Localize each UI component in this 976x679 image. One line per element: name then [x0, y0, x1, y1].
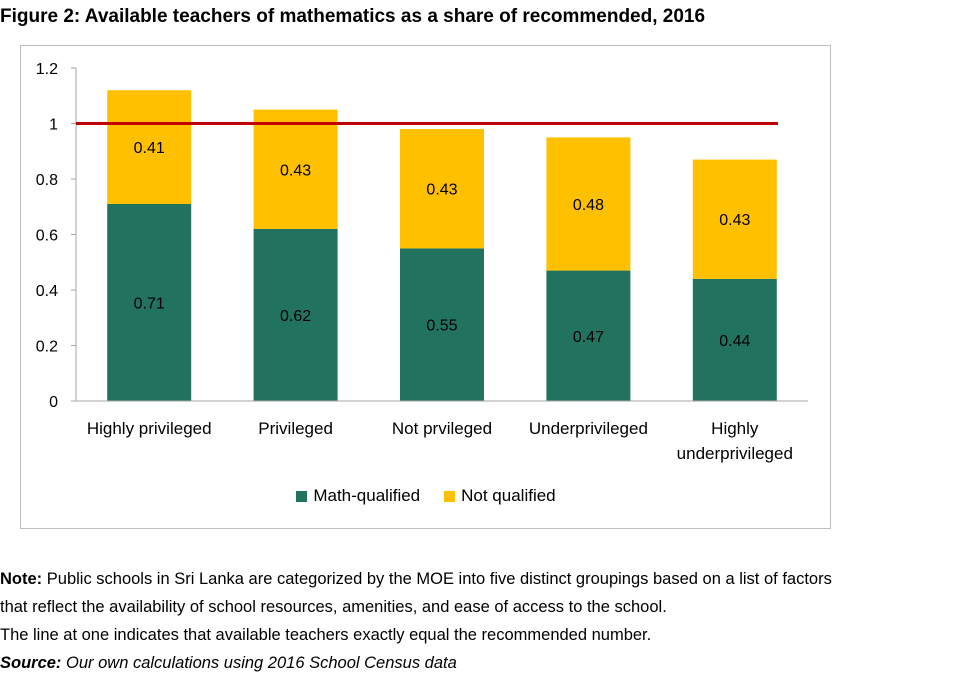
- source-line: Source: Our own calculations using 2016 …: [0, 649, 832, 677]
- bar-not-qualified: [400, 129, 484, 249]
- source-text: Our own calculations using 2016 School C…: [61, 654, 457, 672]
- note-text: Public schools in Sri Lanka are categori…: [42, 570, 832, 588]
- bar-not-qualified: [546, 137, 631, 271]
- bar-not-qualified: [253, 109, 338, 229]
- bar-not-qualified: [692, 159, 777, 279]
- bar-math-qualified: [253, 228, 338, 401]
- legend-item-math-qualified: Math-qualified: [296, 486, 420, 506]
- figure-title: Figure 2: Available teachers of mathemat…: [0, 6, 706, 27]
- y-tick-label: 1.2: [36, 61, 58, 78]
- category-label: Not prvileged: [392, 419, 492, 438]
- data-label: 0.43: [719, 212, 750, 229]
- y-tick-label: 0: [49, 394, 58, 411]
- legend-swatch-not-qualified: [444, 490, 456, 502]
- data-label: 0.41: [134, 140, 165, 157]
- legend-item-not-qualified: Not qualified: [444, 486, 556, 506]
- note-line-1: Note: Public schools in Sri Lanka are ca…: [0, 565, 832, 593]
- y-tick-label: 0.6: [36, 228, 58, 245]
- legend-label-not-qualified: Not qualified: [461, 486, 556, 505]
- figure-notes: Note: Public schools in Sri Lanka are ca…: [0, 565, 832, 677]
- bar-math-qualified: [400, 248, 484, 401]
- y-tick-label: 1: [49, 117, 58, 134]
- bar-math-qualified: [546, 270, 631, 401]
- note-label: Note:: [0, 570, 43, 588]
- category-label: Highly privileged: [87, 419, 212, 438]
- note-line-3: The line at one indicates that available…: [0, 626, 652, 644]
- legend-label-math-qualified: Math-qualified: [313, 486, 421, 505]
- category-label: Privileged: [258, 419, 333, 438]
- bar-math-qualified: [692, 278, 777, 401]
- bar-math-qualified: [107, 203, 192, 401]
- bar-not-qualified: [107, 90, 192, 204]
- note-line-2: that reflect the availability of school …: [0, 598, 667, 616]
- data-label: 0.62: [280, 308, 311, 325]
- data-label: 0.44: [719, 333, 750, 350]
- bar-chart: 0 0.2 0.4 0.6 0.8 1 1.2 0.71 0.41 Highly privileg…: [36, 61, 808, 463]
- category-label: underprivileged: [677, 444, 793, 463]
- y-tick-label: 0.8: [36, 172, 58, 189]
- y-tick-label: 0.4: [36, 283, 58, 300]
- y-tick-label: 0.2: [36, 339, 58, 356]
- category-label: Underprivileged: [529, 419, 648, 438]
- data-label: 0.48: [573, 197, 604, 214]
- data-label: 0.43: [426, 182, 457, 199]
- data-label: 0.43: [280, 162, 311, 179]
- source-label: Source:: [0, 654, 62, 672]
- data-label: 0.55: [426, 318, 457, 335]
- category-label: Highly: [711, 419, 759, 438]
- data-label: 0.47: [573, 329, 604, 346]
- chart-legend: Math-qualified Not qualified: [0, 486, 852, 506]
- data-label: 0.71: [134, 295, 165, 312]
- legend-swatch-math-qualified: [296, 490, 308, 502]
